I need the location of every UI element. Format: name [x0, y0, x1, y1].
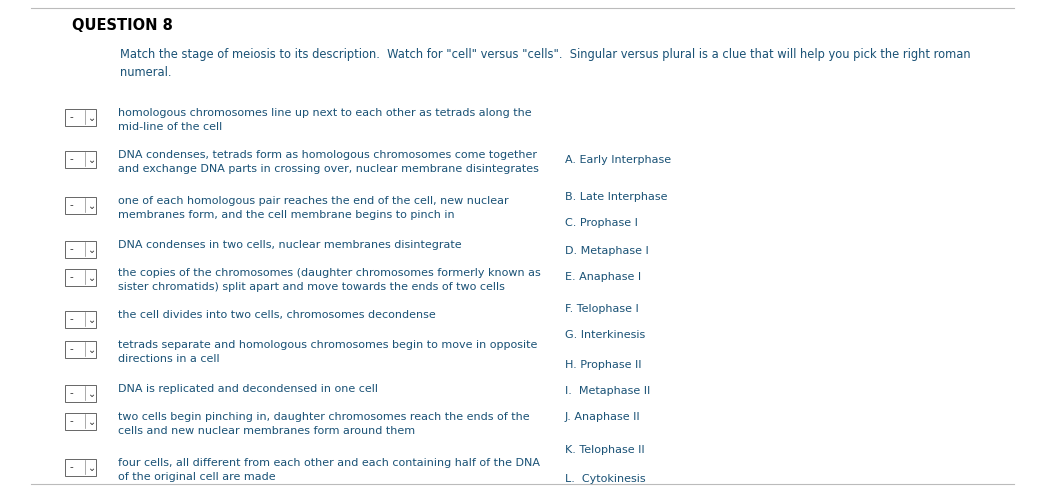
Text: -: - [69, 272, 73, 282]
Text: B. Late Interphase: B. Late Interphase [565, 192, 668, 202]
Text: -: - [69, 244, 73, 254]
Text: D. Metaphase I: D. Metaphase I [565, 246, 649, 256]
Text: I.  Metaphase II: I. Metaphase II [565, 386, 650, 396]
FancyBboxPatch shape [65, 196, 95, 214]
FancyBboxPatch shape [65, 459, 95, 475]
Text: ⌄: ⌄ [88, 389, 96, 399]
Text: -: - [69, 314, 73, 324]
Text: homologous chromosomes line up next to each other as tetrads along the
mid-line : homologous chromosomes line up next to e… [118, 108, 532, 131]
Text: tetrads separate and homologous chromosomes begin to move in opposite
directions: tetrads separate and homologous chromoso… [118, 340, 537, 364]
Text: Match the stage of meiosis to its description.  Watch for "cell" versus "cells".: Match the stage of meiosis to its descri… [120, 48, 971, 79]
Text: -: - [69, 462, 73, 472]
Text: -: - [69, 112, 73, 122]
FancyBboxPatch shape [65, 151, 95, 167]
Text: L.  Cytokinesis: L. Cytokinesis [565, 474, 646, 484]
Text: ⌄: ⌄ [88, 273, 96, 283]
Text: H. Prophase II: H. Prophase II [565, 360, 642, 370]
Text: -: - [69, 154, 73, 164]
FancyBboxPatch shape [65, 109, 95, 125]
Text: one of each homologous pair reaches the end of the cell, new nuclear
membranes f: one of each homologous pair reaches the … [118, 196, 509, 219]
Text: DNA condenses in two cells, nuclear membranes disintegrate: DNA condenses in two cells, nuclear memb… [118, 240, 462, 250]
Text: -: - [69, 388, 73, 398]
Text: ⌄: ⌄ [88, 201, 96, 211]
Text: A. Early Interphase: A. Early Interphase [565, 155, 671, 165]
Text: -: - [69, 416, 73, 426]
Text: ⌄: ⌄ [88, 463, 96, 473]
Text: C. Prophase I: C. Prophase I [565, 218, 637, 228]
FancyBboxPatch shape [65, 385, 95, 401]
Text: ⌄: ⌄ [88, 345, 96, 355]
Text: -: - [69, 344, 73, 354]
Text: ⌄: ⌄ [88, 245, 96, 255]
Text: the copies of the chromosomes (daughter chromosomes formerly known as
sister chr: the copies of the chromosomes (daughter … [118, 268, 540, 292]
Text: two cells begin pinching in, daughter chromosomes reach the ends of the
cells an: two cells begin pinching in, daughter ch… [118, 412, 530, 435]
Text: -: - [69, 200, 73, 210]
Text: four cells, all different from each other and each containing half of the DNA
of: four cells, all different from each othe… [118, 458, 540, 482]
Text: K. Telophase II: K. Telophase II [565, 445, 645, 455]
FancyBboxPatch shape [65, 412, 95, 430]
Text: ⌄: ⌄ [88, 155, 96, 165]
Text: G. Interkinesis: G. Interkinesis [565, 330, 645, 340]
Text: ⌄: ⌄ [88, 315, 96, 325]
Text: QUESTION 8: QUESTION 8 [72, 18, 172, 33]
Text: the cell divides into two cells, chromosomes decondense: the cell divides into two cells, chromos… [118, 310, 436, 320]
FancyBboxPatch shape [65, 241, 95, 257]
Text: F. Telophase I: F. Telophase I [565, 304, 638, 314]
Text: DNA condenses, tetrads form as homologous chromosomes come together
and exchange: DNA condenses, tetrads form as homologou… [118, 150, 539, 174]
FancyBboxPatch shape [65, 310, 95, 328]
FancyBboxPatch shape [65, 340, 95, 358]
Text: ⌄: ⌄ [88, 417, 96, 427]
FancyBboxPatch shape [65, 269, 95, 285]
Text: E. Anaphase I: E. Anaphase I [565, 272, 642, 282]
Text: DNA is replicated and decondensed in one cell: DNA is replicated and decondensed in one… [118, 384, 378, 394]
Text: J. Anaphase II: J. Anaphase II [565, 412, 641, 422]
Text: ⌄: ⌄ [88, 113, 96, 123]
